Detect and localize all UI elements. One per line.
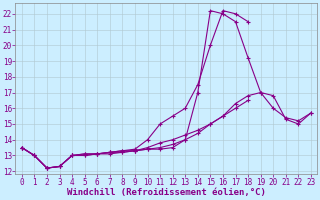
X-axis label: Windchill (Refroidissement éolien,°C): Windchill (Refroidissement éolien,°C) <box>67 188 266 197</box>
